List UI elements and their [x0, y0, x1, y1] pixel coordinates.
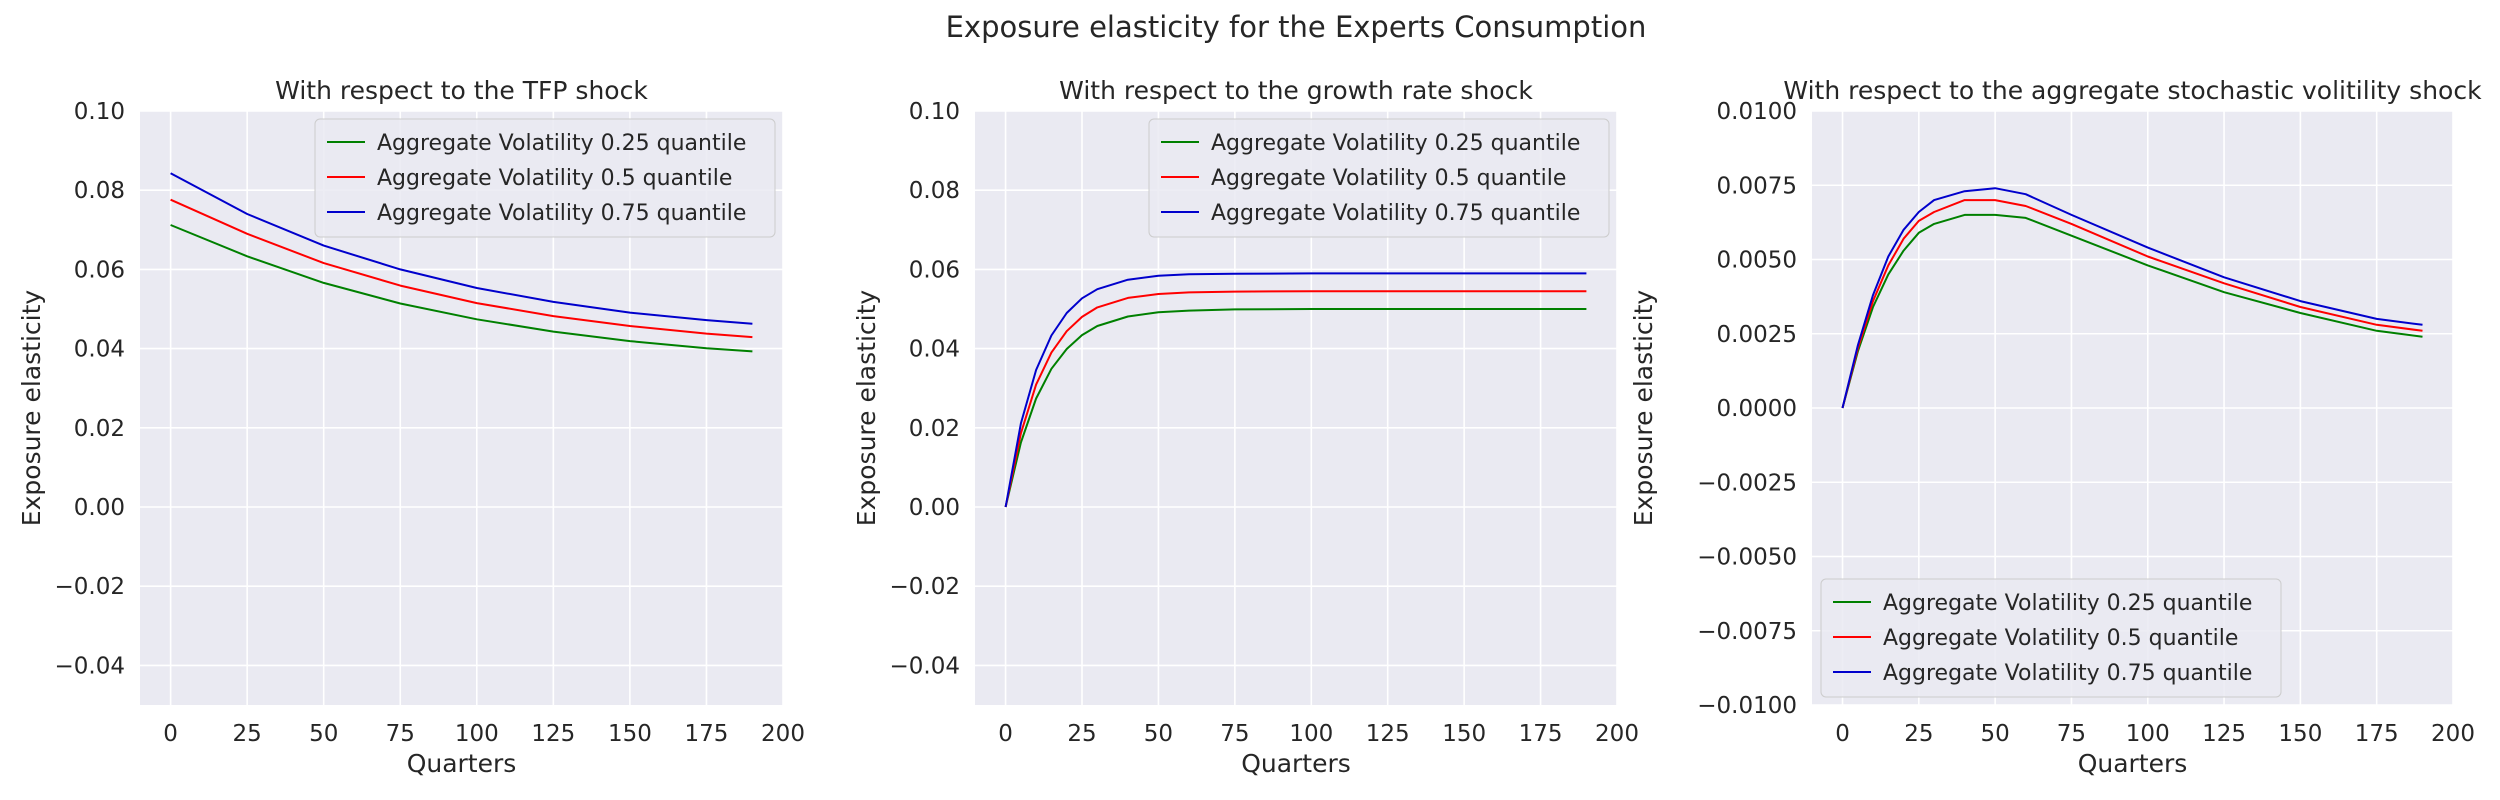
- x-tick-label: 150: [1442, 721, 1486, 747]
- x-tick-label: 25: [1067, 721, 1096, 747]
- y-axis-label: Exposure elasticity: [1629, 290, 1658, 527]
- legend: Aggregate Volatility 0.25 quantile Aggreg…: [314, 118, 776, 238]
- series-line-1: [1004, 308, 1587, 508]
- y-tick-label: 0.02: [909, 416, 960, 442]
- x-tick-label: 50: [309, 721, 338, 747]
- y-tick-label: 0.0025: [1717, 322, 1797, 348]
- y-tick-label: 0.00: [74, 495, 125, 521]
- y-tick-label: −0.04: [890, 653, 960, 679]
- x-tick-label: 125: [2202, 721, 2246, 747]
- x-tick-label: 175: [1519, 721, 1563, 747]
- x-tick-label: 125: [1366, 721, 1410, 747]
- x-tick-label: 100: [1289, 721, 1333, 747]
- x-tick-label: 50: [1981, 721, 2010, 747]
- legend-label: Aggregate Volatility 0.25 quantile: [377, 131, 746, 156]
- y-tick-label: 0.0050: [1717, 248, 1797, 274]
- x-axis-label: Quarters: [2078, 749, 2188, 778]
- series-line-3: [1841, 187, 2423, 409]
- y-tick-label: −0.0100: [1697, 693, 1797, 719]
- y-axis-label: Exposure elasticity: [17, 290, 46, 527]
- x-tick-label: 200: [2431, 721, 2475, 747]
- legend: Aggregate Volatility 0.25 quantile Aggreg…: [1148, 118, 1610, 238]
- legend-label: Aggregate Volatility 0.75 quantile: [377, 201, 746, 226]
- series-line-1: [1841, 213, 2423, 409]
- legend-box: [1820, 578, 2282, 698]
- x-tick-label: 50: [1144, 721, 1173, 747]
- y-tick-label: 0.0100: [1717, 99, 1797, 125]
- y-tick-label: 0.00: [909, 495, 960, 521]
- series-line-3: [1004, 272, 1587, 508]
- x-tick-label: 100: [2126, 721, 2170, 747]
- chart-panel-2: 0 25 50 75 100 125 150 175 200 −0.04 −0.02 0.00 0.02…: [852, 76, 1639, 778]
- figure-title: Exposure elasticity for the Experts Cons…: [946, 10, 1647, 44]
- chart-title: With respect to the TFP shock: [275, 76, 648, 105]
- x-tick-label: 200: [1595, 721, 1639, 747]
- y-tick-label: −0.0050: [1697, 545, 1797, 571]
- x-tick-label: 100: [455, 721, 499, 747]
- x-tick-label: 0: [998, 721, 1013, 747]
- legend-label: Aggregate Volatility 0.25 quantile: [1211, 131, 1580, 156]
- chart-title: With respect to the aggregate stochastic…: [1783, 76, 2482, 105]
- y-tick-label: 0.04: [74, 337, 125, 363]
- x-axis-label: Quarters: [407, 749, 517, 778]
- y-tick-label: 0.06: [909, 257, 960, 283]
- x-tick-label: 0: [163, 721, 178, 747]
- x-tick-label: 0: [1835, 721, 1850, 747]
- legend-label: Aggregate Volatility 0.5 quantile: [1211, 166, 1566, 191]
- y-tick-label: −0.02: [890, 574, 960, 600]
- legend-label: Aggregate Volatility 0.5 quantile: [1883, 626, 2238, 651]
- legend-box: [1148, 118, 1610, 238]
- x-tick-label: 150: [2278, 721, 2322, 747]
- y-tick-label: 0.04: [909, 337, 960, 363]
- y-tick-label: 0.0075: [1717, 173, 1797, 199]
- y-tick-label: 0.06: [74, 257, 125, 283]
- chart-panel-3: 0 25 50 75 100 125 150 175 200 −0.0100 −0.0075 −0.0…: [1629, 76, 2482, 778]
- legend: Aggregate Volatility 0.25 quantile Aggreg…: [1820, 578, 2282, 698]
- y-tick-label: 0.10: [909, 99, 960, 125]
- y-tick-label: −0.02: [55, 574, 125, 600]
- legend-label: Aggregate Volatility 0.5 quantile: [377, 166, 732, 191]
- x-tick-label: 75: [2057, 721, 2086, 747]
- x-tick-label: 125: [531, 721, 575, 747]
- y-tick-label: −0.04: [55, 653, 125, 679]
- x-tick-label: 175: [684, 721, 728, 747]
- x-tick-label: 75: [1220, 721, 1249, 747]
- y-tick-label: 0.0000: [1717, 396, 1797, 422]
- legend-label: Aggregate Volatility 0.75 quantile: [1883, 661, 2252, 686]
- x-axis-label: Quarters: [1241, 749, 1351, 778]
- chart-title: With respect to the growth rate shock: [1059, 76, 1533, 105]
- series-line-3: [170, 172, 753, 325]
- y-tick-label: 0.08: [909, 178, 960, 204]
- series-line-2: [1004, 290, 1587, 508]
- y-tick-label: −0.0075: [1697, 619, 1797, 645]
- x-tick-label: 25: [1904, 721, 1933, 747]
- x-tick-label: 175: [2355, 721, 2399, 747]
- y-tick-label: −0.0025: [1697, 470, 1797, 496]
- legend-label: Aggregate Volatility 0.75 quantile: [1211, 201, 1580, 226]
- legend-label: Aggregate Volatility 0.25 quantile: [1883, 591, 2252, 616]
- legend-box: [314, 118, 776, 238]
- x-tick-label: 150: [608, 721, 652, 747]
- x-tick-label: 200: [761, 721, 805, 747]
- y-axis-label: Exposure elasticity: [852, 290, 881, 527]
- y-tick-label: 0.10: [74, 99, 125, 125]
- x-tick-label: 75: [386, 721, 415, 747]
- chart-panel-1: 0 25 50 75 100 125 150 175 200 −0.04 −0.02 0.00 0.02…: [17, 76, 805, 778]
- x-tick-label: 25: [233, 721, 262, 747]
- series-line-2: [1841, 199, 2423, 409]
- y-tick-label: 0.08: [74, 178, 125, 204]
- series-line-2: [170, 198, 753, 339]
- series-line-1: [170, 224, 753, 353]
- panels: 0 25 50 75 100 125 150 175 200 −0.04 −0.02 0.00 0.02…: [17, 76, 2482, 778]
- y-tick-label: 0.02: [74, 416, 125, 442]
